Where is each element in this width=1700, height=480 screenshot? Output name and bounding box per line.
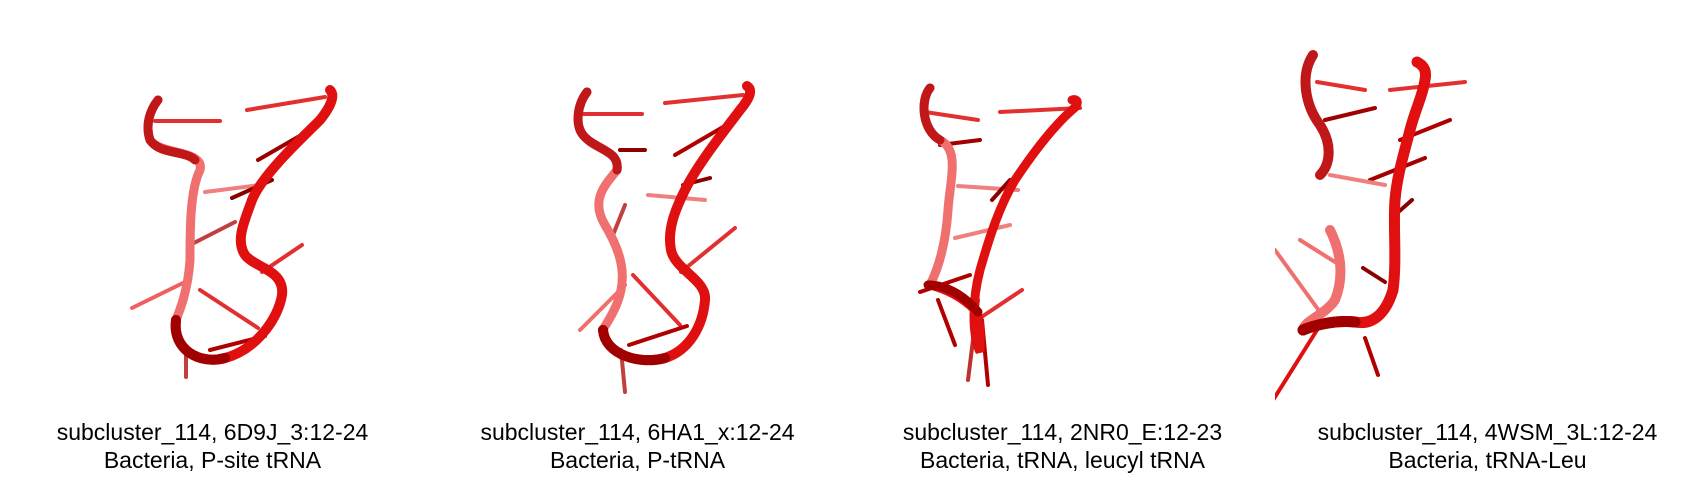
rna-structure-render-1 bbox=[130, 85, 338, 379]
structure-panel-2: subcluster_114, 6HA1_x:12-24 Bacteria, P… bbox=[425, 0, 850, 480]
rna-structure-render-2 bbox=[573, 81, 756, 394]
caption-id-line: subcluster_114, 6D9J_3:12-24 bbox=[56, 419, 369, 445]
structure-panel-3: subcluster_114, 2NR0_E:12-23 Bacteria, t… bbox=[850, 0, 1275, 480]
caption-id-line: subcluster_114, 6HA1_x:12-24 bbox=[480, 419, 795, 445]
caption-source-line: Bacteria, P-tRNA bbox=[549, 447, 726, 473]
structure-panel-1: subcluster_114, 6D9J_3:12-24 Bacteria, P… bbox=[0, 0, 425, 480]
caption-id-line: subcluster_114, 4WSM_3L:12-24 bbox=[1317, 419, 1658, 445]
caption-source-line: Bacteria, tRNA, leucyl tRNA bbox=[919, 447, 1206, 473]
caption-id-line: subcluster_114, 2NR0_E:12-23 bbox=[902, 419, 1223, 445]
rna-structure-render-4 bbox=[1275, 50, 1467, 401]
caption-source-line: Bacteria, P-site tRNA bbox=[103, 447, 322, 473]
structure-panel-4: subcluster_114, 4WSM_3L:12-24 Bacteria, … bbox=[1275, 0, 1700, 480]
caption-source-line: Bacteria, tRNA-Leu bbox=[1388, 447, 1587, 473]
rna-structure-render-3 bbox=[918, 83, 1082, 387]
structure-caption: subcluster_114, 4WSM_3L:12-24 Bacteria, … bbox=[1275, 418, 1700, 474]
structure-caption: subcluster_114, 6D9J_3:12-24 Bacteria, P… bbox=[0, 418, 425, 474]
structure-caption: subcluster_114, 6HA1_x:12-24 Bacteria, P… bbox=[425, 418, 850, 474]
structure-caption: subcluster_114, 2NR0_E:12-23 Bacteria, t… bbox=[850, 418, 1275, 474]
